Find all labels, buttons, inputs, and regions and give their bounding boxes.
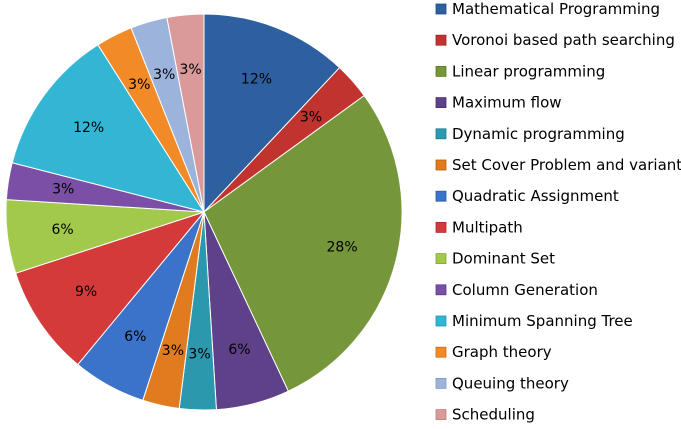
data-label-dominant-set: 6% xyxy=(51,222,73,238)
legend-item-queuing-theory: Queuing theory xyxy=(435,374,569,392)
data-label-multipath: 9% xyxy=(75,284,97,300)
data-label-maximum-flow: 6% xyxy=(228,342,250,358)
legend-label: Set Cover Problem and variant xyxy=(452,156,681,174)
pie-slice-mathematical-programming xyxy=(203,13,341,214)
legend-item-dynamic-programming: Dynamic programming xyxy=(435,125,625,143)
legend-item-multipath: Multipath xyxy=(435,218,523,236)
legend-item-linear-programming: Linear programming xyxy=(435,62,605,80)
legend-item-minimum-spanning-tree: Minimum Spanning Tree xyxy=(435,312,633,330)
legend-label: Graph theory xyxy=(452,343,552,361)
legend-label: Column Generation xyxy=(452,281,598,299)
data-label-minimum-spanning-tree: 12% xyxy=(73,120,104,136)
data-label-set-cover-problem-and-variant: 3% xyxy=(162,343,184,359)
legend-label: Minimum Spanning Tree xyxy=(452,312,633,330)
legend-swatch xyxy=(435,253,447,265)
legend-item-maximum-flow: Maximum flow xyxy=(435,94,562,112)
data-label-scheduling: 3% xyxy=(179,62,201,78)
legend-label: Dynamic programming xyxy=(452,125,625,143)
data-label-quadratic-assignment: 6% xyxy=(124,329,146,345)
legend-swatch xyxy=(435,315,447,327)
data-label-column-generation: 3% xyxy=(52,182,74,198)
legend-swatch xyxy=(435,128,447,140)
legend-swatch xyxy=(435,66,447,77)
legend-label: Quadratic Assignment xyxy=(452,187,619,205)
legend-item-dominant-set: Dominant Set xyxy=(435,250,555,268)
legend-label: Linear programming xyxy=(452,62,605,80)
data-label-queuing-theory: 3% xyxy=(153,67,175,83)
pie-data-labels: 12%3%28%6%3%3%6%9%6%3%12%3%3% 3% xyxy=(51,62,357,362)
legend-swatch xyxy=(435,346,447,358)
legend-label: Dominant Set xyxy=(452,250,555,268)
legend-swatch xyxy=(435,97,447,108)
legend-item-voronoi-based-path-searching: Voronoi based path searching xyxy=(435,31,675,49)
legend-swatch xyxy=(435,377,447,389)
pie-slices xyxy=(5,13,403,411)
legend-swatch xyxy=(435,190,447,202)
data-label-graph-theory: 3% xyxy=(128,77,150,93)
legend-label: Mathematical Programming xyxy=(452,0,660,18)
legend: Mathematical Programming Voronoi based pa… xyxy=(435,0,681,424)
pie-slice-linear-programming xyxy=(203,94,403,392)
legend-label: Multipath xyxy=(452,218,523,236)
legend-swatch xyxy=(435,409,447,421)
legend-swatch xyxy=(435,159,447,171)
data-label-mathematical-programming: 12% xyxy=(241,71,272,87)
legend-label: Queuing theory xyxy=(452,374,569,392)
data-label-dynamic-programming: 3% xyxy=(188,346,210,362)
legend-item-column-generation: Column Generation xyxy=(435,281,598,299)
data-label-voronoi-based-path-searching: 3% xyxy=(300,110,322,126)
pie-slice-scheduling xyxy=(166,13,205,213)
legend-label: Voronoi based path searching xyxy=(452,31,675,49)
legend-label: Maximum flow xyxy=(452,94,562,112)
legend-item-scheduling: Scheduling xyxy=(435,406,535,424)
data-label-linear-programming: 28% xyxy=(327,239,358,255)
legend-swatch xyxy=(435,34,447,46)
pie-slice-multipath xyxy=(15,210,206,366)
pie-slice-minimum-spanning-tree xyxy=(11,44,206,213)
legend-item-mathematical-programming: Mathematical Programming xyxy=(435,0,660,18)
legend-swatch xyxy=(435,3,447,15)
legend-label: Scheduling xyxy=(452,406,535,424)
legend-item-quadratic-assignment: Quadratic Assignment xyxy=(435,187,619,205)
legend-swatch xyxy=(435,221,447,233)
legend-item-graph-theory: Graph theory xyxy=(435,343,552,361)
legend-item-set-cover-problem-and-variant: Set Cover Problem and variant xyxy=(435,156,681,174)
legend-swatch xyxy=(435,284,447,296)
